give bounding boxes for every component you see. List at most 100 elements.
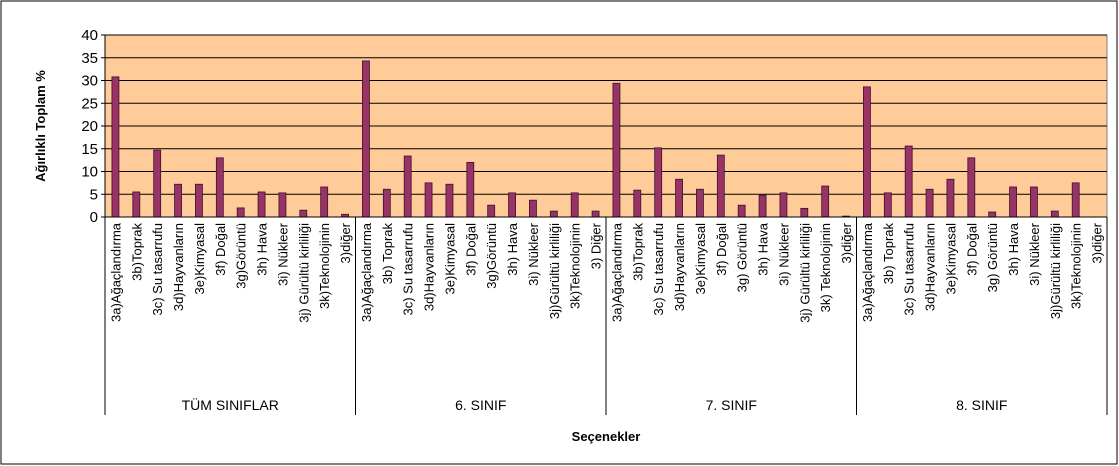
x-tick-label: 3g)Görüntü [234,223,249,289]
bar [800,207,809,218]
x-tick-label: 3j)Gürültü kirliliği [547,223,562,319]
x-tick-label: 3k)Teknolojinin [568,223,583,309]
x-tick-label: 3)diğer [839,222,854,263]
x-tick-label: 3h) Hava [1006,222,1021,276]
bar [362,60,370,218]
bar [257,191,266,218]
bar [925,188,934,218]
x-tick-label: 3)diğer [338,222,353,263]
bar [633,189,642,218]
x-axis-title: Seçenekler [572,429,641,444]
bar [111,76,120,218]
x-tick-label: 3e)Kimyasal [693,223,708,295]
bar [696,188,704,218]
x-tick-label: 3b) Toprak [881,223,896,285]
bar [299,209,308,218]
x-tick-label: 3d)Hayvanların [171,223,186,311]
x-tick-label: 3b)Toprak [129,223,144,281]
bar [132,191,141,218]
bar [403,155,412,218]
x-tick-label: 3f) Doğal [964,223,979,276]
bar [529,199,537,218]
group-label: 8. SINIF [956,397,1007,413]
bar [153,149,162,218]
bar [821,185,830,218]
x-tick-label: 3a)Ağaçlandırma [609,222,624,322]
y-tick-label: 0 [90,209,98,226]
x-tick-label: 3g)Görüntü [484,223,499,289]
x-tick-label: 3j) Gürültü kirliliği [296,223,311,323]
bar [278,192,287,218]
y-tick-label: 30 [81,73,98,90]
bar [883,192,892,218]
x-tick-label: 3e)Kimyasal [442,223,457,295]
x-tick-label: 3j) Gürültü kirliliği [797,223,812,323]
x-tick-label: 3c) Su tasarrufu [902,223,917,316]
bar [382,188,391,218]
y-tick-label: 25 [81,95,98,112]
x-tick-label: 3h) Hava [505,222,520,276]
bar [967,157,976,218]
bar [508,192,516,218]
x-tick-label: 3k) Teknolojinin [818,223,833,312]
x-tick-label: 3k)Teknolojinin [1069,223,1084,309]
bar [612,82,621,218]
x-tick-label: 3b) Toprak [380,223,395,285]
bar [445,183,454,218]
bar [424,182,433,218]
y-tick-label: 5 [90,186,98,203]
x-tick-label: 3k)Teknolojinin [317,223,332,309]
group-label: 7. SINIF [706,397,757,413]
x-tick-label: 3h) Hava [255,222,270,276]
x-tick-label: 3i) Nükleer [1027,222,1042,286]
x-tick-label: 3h) Hava [756,222,771,276]
y-axis-title: Ağırlıklı Toplam % [33,70,48,182]
bar [675,178,683,218]
bar [716,154,725,218]
x-tick-label: 3f) Doğal [213,223,228,276]
bar [779,192,788,218]
bar [1009,186,1017,218]
group-label: 6. SINIF [455,397,506,413]
x-tick-label: 3i) Nükleer [275,222,290,286]
x-tick-label: 3d)Hayvanların [672,223,687,311]
x-tick-label: 3e)Kimyasal [943,223,958,295]
bar [654,147,663,218]
x-tick-label: 3e)Kimyasal [192,223,207,295]
y-tick-label: 20 [81,118,98,135]
group-label: TÜM SINIFLAR [182,396,279,413]
x-tick-label: 3a)Ağaçlandırma [860,222,875,322]
bar [904,145,913,218]
bar [988,211,997,218]
bar [320,186,329,218]
x-tick-label: 3c) Su tasarrufu [651,223,666,316]
y-tick-label: 40 [81,27,98,44]
x-tick-label: 3) Diğer [589,222,604,269]
x-tick-label: 3f) Doğal [463,223,478,276]
bar [758,194,767,218]
x-tick-label: 3)diğer [1090,222,1105,263]
bar [570,192,579,218]
bar [1050,210,1059,218]
y-tick-label: 10 [81,164,98,181]
x-tick-label: 3f) Doğal [714,223,729,276]
y-tick-label: 35 [81,50,98,67]
x-tick-label: 3g) Görüntü [735,223,750,292]
bar [487,204,496,218]
bar [195,183,203,218]
bar [946,178,955,218]
x-tick-label: 3b)Toprak [630,223,645,281]
x-tick-label: 3a)Ağaçlandırma [108,222,123,322]
bar [1030,186,1038,218]
bar [591,210,600,218]
x-tick-label: 3d)Hayvanların [422,223,437,311]
bar [737,204,746,218]
bar [1071,182,1080,218]
x-tick-label: 3i) Nükleer [776,222,791,286]
x-tick-label: 3d)Hayvanların [923,223,938,311]
bar [215,157,224,218]
bar [466,161,475,218]
x-tick-label: 3c) Su tasarrufu [150,223,165,316]
x-tick-label: 3g) Görüntü [985,223,1000,292]
